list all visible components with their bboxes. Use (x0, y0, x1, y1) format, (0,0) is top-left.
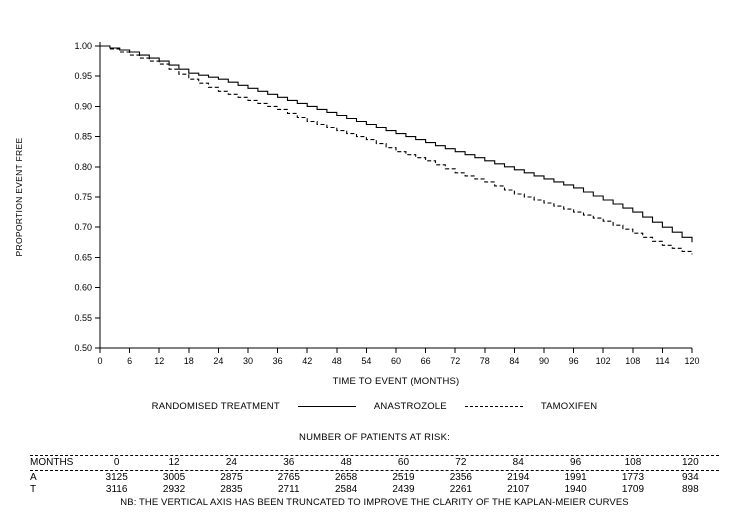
risk-value: 2765 (277, 472, 300, 483)
x-tick-label: 12 (154, 356, 164, 366)
risk-value: 2658 (335, 472, 358, 483)
risk-table-title: NUMBER OF PATIENTS AT RISK: (299, 432, 450, 443)
risk-month-header: 0 (113, 457, 120, 468)
risk-value: 2875 (220, 472, 243, 483)
x-tick-label: 6 (127, 356, 132, 366)
x-tick-label: 42 (302, 356, 312, 366)
y-axis-title: PROPORTION EVENT FREE (14, 138, 24, 257)
risk-value: 2107 (507, 484, 530, 495)
x-tick-label: 72 (450, 356, 460, 366)
x-tick-label: 24 (213, 356, 223, 366)
x-tick-label: 36 (273, 356, 283, 366)
risk-value: 2584 (335, 484, 358, 495)
x-tick-label: 48 (332, 356, 342, 366)
x-tick-label: 0 (97, 356, 102, 366)
x-tick-label: 66 (421, 356, 431, 366)
y-tick-label: 0.80 (74, 162, 92, 172)
x-tick-label: 102 (596, 356, 611, 366)
risk-header-row: MONTHS 0 12 24 36 48 60 72 84 96 108 120 (30, 455, 719, 471)
risk-value: 3005 (162, 472, 186, 483)
risk-value: 2835 (220, 484, 243, 495)
y-tick-label: 0.90 (74, 101, 92, 111)
risk-month-header: 24 (225, 457, 237, 468)
risk-month-header: 48 (340, 457, 352, 468)
risk-value: 3116 (105, 484, 128, 495)
x-axis-title: TIME TO EVENT (MONTHS) (333, 376, 460, 387)
risk-value: 1940 (564, 484, 587, 495)
x-tick-label: 78 (480, 356, 490, 366)
risk-month-header: 120 (681, 457, 699, 468)
y-tick-label: 0.60 (74, 283, 92, 293)
risk-value: 2194 (507, 472, 530, 483)
risk-table: MONTHS 0 12 24 36 48 60 72 84 96 108 120 A 3125 3005 28… (30, 455, 719, 495)
y-tick-label: 0.65 (74, 252, 92, 262)
risk-value: 3125 (105, 472, 128, 483)
risk-month-header: 108 (624, 457, 642, 468)
y-tick-label: 0.50 (74, 343, 92, 353)
x-tick-label: 84 (509, 356, 519, 366)
risk-months-label: MONTHS (30, 457, 74, 468)
x-tick-label: 60 (391, 356, 401, 366)
risk-month-header: 60 (397, 457, 410, 468)
km-chart: 0.50 0.55 0.60 0.65 0.70 0.75 0.80 0.85 0.90 0.95… (14, 41, 700, 387)
risk-data-row: A 3125 3005 2875 2765 2658 2519 2356 2194 1991 177… (30, 471, 719, 483)
tamoxifen-curve (100, 45, 693, 255)
legend-title: RANDOMISED TREATMENT (151, 401, 280, 412)
risk-row-label: A (30, 472, 37, 483)
x-tick-label: 90 (539, 356, 549, 366)
risk-data-row: T 3116 2932 2835 2711 2584 2439 2261 2107 1940 170… (30, 483, 719, 495)
risk-month-header: 12 (168, 457, 180, 468)
y-tick-label: 0.55 (74, 313, 92, 323)
risk-month-header: 96 (570, 457, 582, 468)
footnote: NB: THE VERTICAL AXIS HAS BEEN TRUNCATED… (120, 497, 629, 508)
y-tick-label: 0.85 (74, 132, 92, 142)
x-tick-label: 54 (361, 356, 371, 366)
risk-month-header: 84 (512, 457, 524, 468)
tamoxifen-line-sample (464, 406, 523, 407)
risk-value: 2356 (449, 472, 472, 483)
risk-value: 898 (681, 484, 699, 495)
anastrozole-line-sample (297, 406, 356, 407)
risk-value: 2439 (392, 484, 415, 495)
x-tick-label: 114 (655, 356, 669, 366)
risk-month-header: 36 (283, 457, 295, 468)
risk-value: 2261 (449, 484, 472, 495)
y-tick-label: 0.75 (74, 192, 92, 202)
legend: RANDOMISED TREATMENT ANASTROZOLE TAMOXIF… (0, 401, 749, 412)
y-tick-label: 0.70 (74, 222, 92, 232)
y-tick-label: 0.95 (74, 71, 92, 81)
y-tick-label: 1.00 (74, 41, 92, 51)
x-tick-label: 18 (184, 356, 194, 366)
x-tick-label: 108 (625, 356, 640, 366)
risk-value: 934 (681, 472, 699, 483)
risk-row-label: T (30, 484, 37, 495)
x-tick-label: 120 (684, 356, 699, 366)
risk-month-header: 72 (455, 457, 467, 468)
risk-value: 2932 (162, 484, 186, 495)
legend-label-anastrozole: ANASTROZOLE (373, 401, 447, 412)
risk-value: 2519 (392, 472, 415, 483)
x-tick-label: 96 (569, 356, 579, 366)
legend-label-tamoxifen: TAMOXIFEN (540, 401, 598, 412)
risk-value: 1773 (621, 472, 645, 483)
risk-value: 1709 (621, 484, 645, 495)
risk-value: 2711 (278, 484, 300, 495)
anastrozole-curve (100, 45, 693, 243)
risk-value: 1991 (564, 472, 587, 483)
x-tick-label: 30 (243, 356, 253, 366)
